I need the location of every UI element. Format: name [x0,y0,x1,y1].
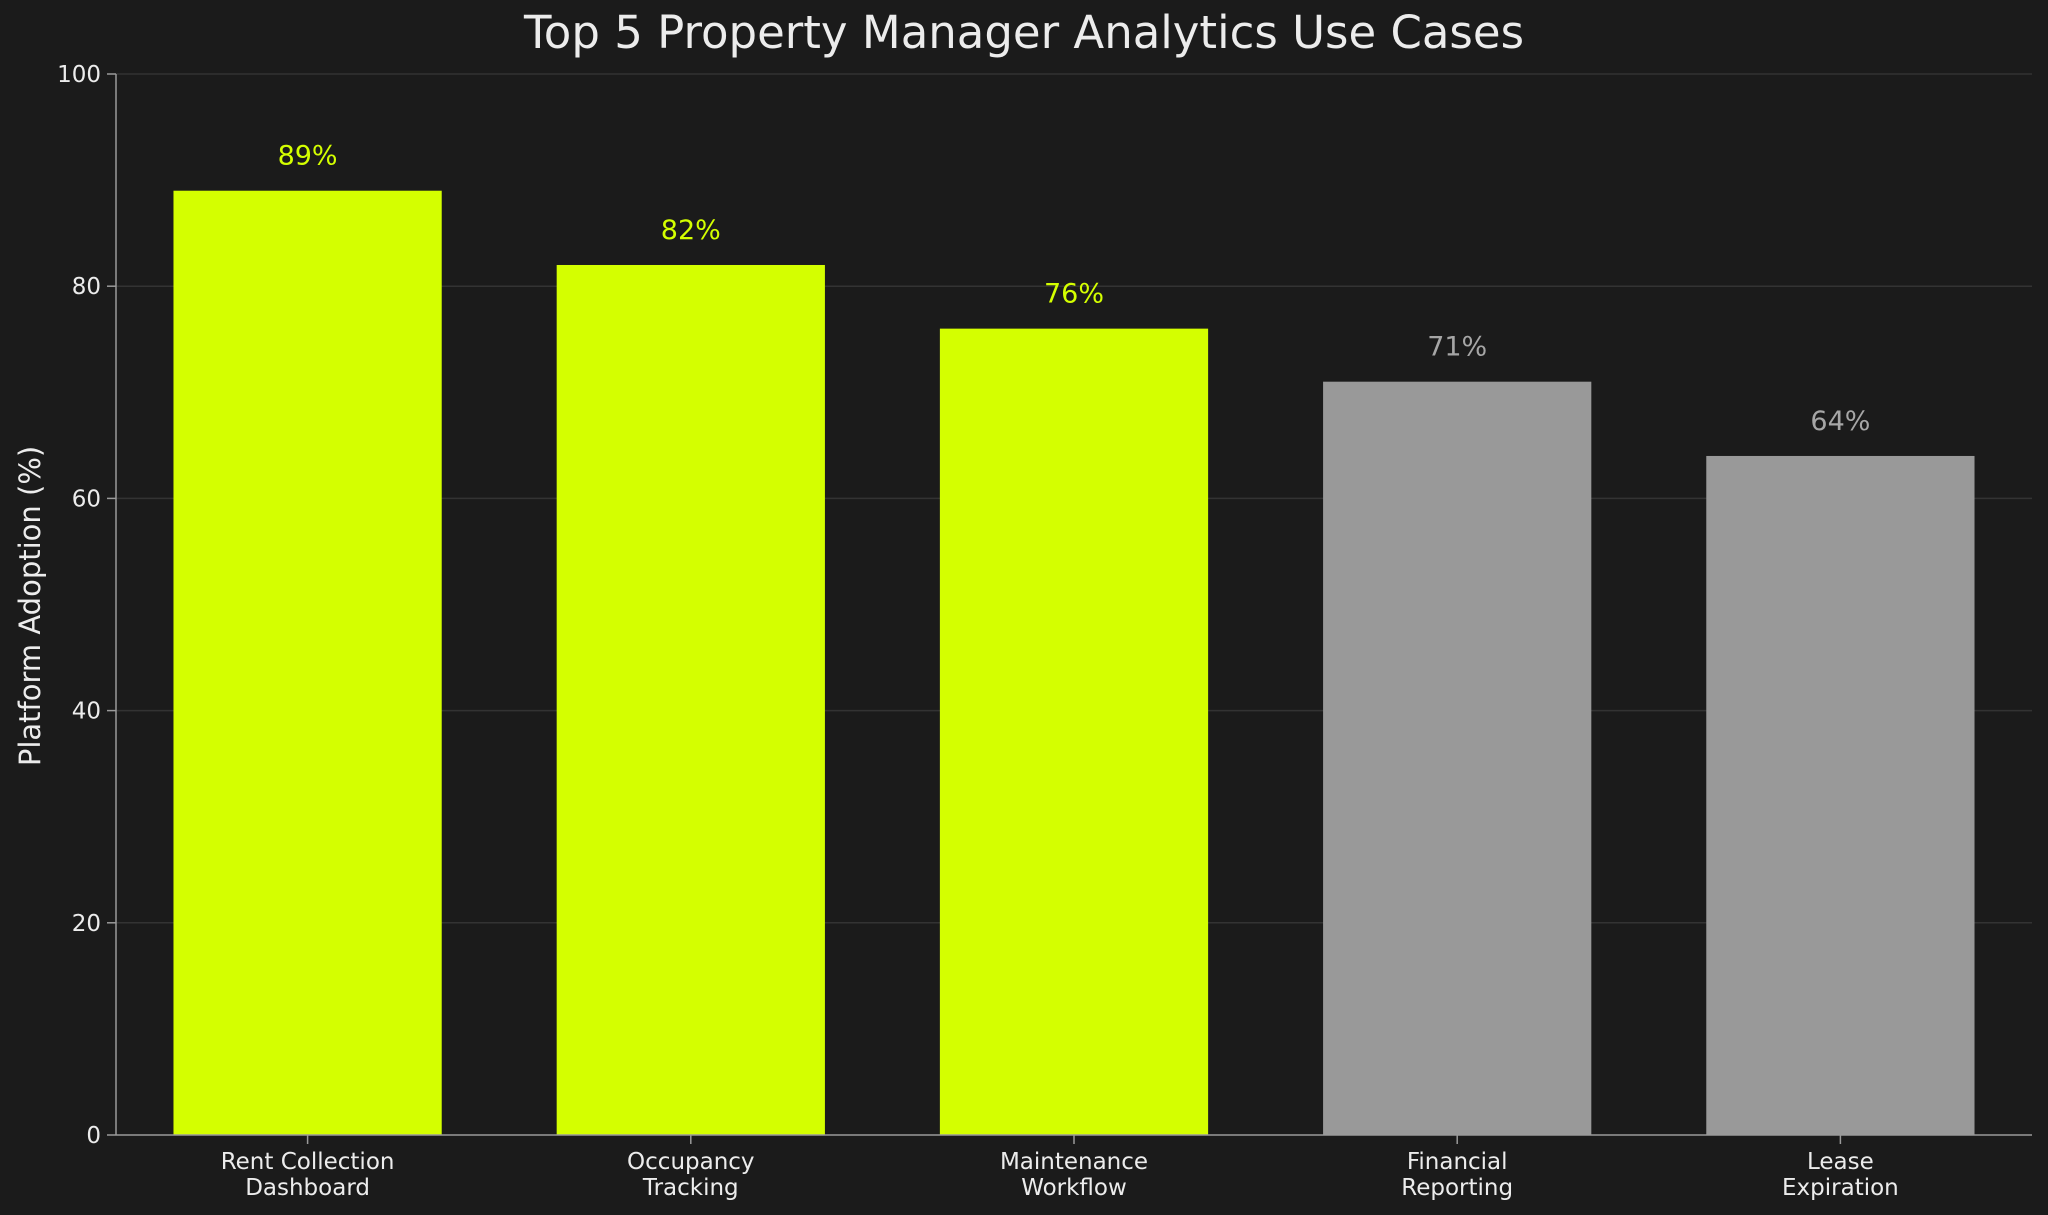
x-tick-label: Reporting [1401,1175,1513,1201]
x-tick-label: Expiration [1782,1175,1899,1201]
y-tick-label: 100 [57,62,101,88]
y-tick-label: 80 [72,274,101,300]
bar [939,328,1209,1135]
x-tick-label: Tracking [642,1175,739,1201]
axes [107,73,2032,1144]
x-tick-label: Financial [1407,1149,1508,1175]
x-tick-label: Rent Collection [221,1149,395,1175]
x-tick-label: Occupancy [627,1149,755,1175]
x-tick-label: Maintenance [1000,1149,1148,1175]
y-tick-label: 60 [72,486,101,512]
y-axis-label: Platform Adoption (%) [13,446,47,766]
bar [556,264,825,1136]
data-label: 76% [1044,279,1104,310]
chart-title: Top 5 Property Manager Analytics Use Cas… [523,6,1524,59]
y-tick-label: 20 [72,911,101,937]
data-label: 82% [661,215,721,246]
bar [173,190,442,1135]
bar [1323,381,1592,1135]
x-tick-label: Dashboard [245,1175,370,1201]
y-tick-label: 40 [72,699,101,725]
x-tick-label: Lease [1807,1149,1874,1175]
bars [173,190,1975,1136]
data-label: 89% [278,141,338,172]
bar [1706,455,1975,1136]
data-label: 71% [1427,332,1487,363]
data-label: 64% [1810,406,1870,437]
x-tick-label: Workflow [1021,1175,1127,1201]
y-tick-label: 0 [86,1123,101,1149]
